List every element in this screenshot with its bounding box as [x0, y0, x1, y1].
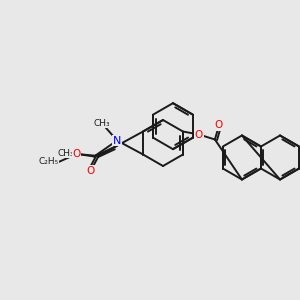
Text: N: N	[113, 136, 121, 146]
Text: O: O	[215, 121, 223, 130]
Text: O: O	[195, 130, 203, 140]
Text: CH₃: CH₃	[58, 149, 74, 158]
Text: C₂H₅: C₂H₅	[38, 158, 58, 166]
Text: O: O	[86, 166, 95, 176]
Text: O: O	[73, 149, 81, 159]
Text: CH₃: CH₃	[94, 119, 110, 128]
